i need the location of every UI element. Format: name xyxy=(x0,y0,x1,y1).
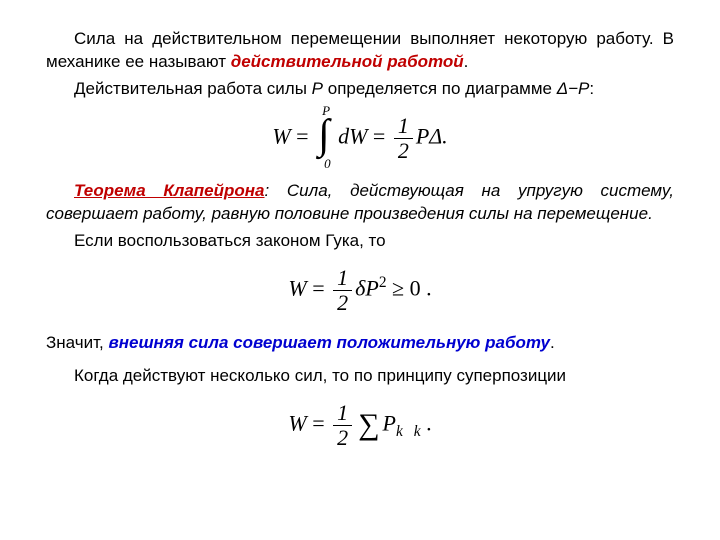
f2-tail: ≥ 0 . xyxy=(387,275,432,300)
f2-num: 1 xyxy=(333,267,352,291)
f1-tail: PΔ. xyxy=(416,123,448,148)
integral-icon: ∫ P 0 xyxy=(318,116,336,160)
formula-3: W = 1 2 ∑Pk k . xyxy=(46,402,674,449)
p5-a: Значит, xyxy=(46,333,108,352)
f2-frac: 1 2 xyxy=(333,267,352,314)
f2-W: W xyxy=(288,275,306,300)
f3-P: P xyxy=(383,410,396,435)
p2-a: Действительная работа силы xyxy=(74,79,312,98)
f3-k2: k xyxy=(414,422,421,439)
summation-icon: ∑ xyxy=(358,410,379,440)
p2-b: определяется по диаграмме xyxy=(323,79,557,98)
f1-int-upper: P xyxy=(322,102,330,120)
p2-P: P xyxy=(312,79,323,98)
paragraph-5: Значит, внешняя сила совершает положител… xyxy=(46,332,674,355)
f2-delta: δ xyxy=(355,275,365,300)
f1-dW: dW xyxy=(338,123,367,148)
paragraph-4: Если воспользоваться законом Гука, то xyxy=(46,230,674,253)
p1-emph: действительной работой xyxy=(231,52,464,71)
f1-eq2: = xyxy=(367,123,390,148)
paragraph-6: Когда действуют несколько сил, то по при… xyxy=(46,365,674,388)
p1-text-c: . xyxy=(464,52,469,71)
f1-int-lower: 0 xyxy=(324,155,331,173)
f1-den: 2 xyxy=(394,139,413,162)
paragraph-3: Теорема Клапейрона: Сила, действующая на… xyxy=(46,180,674,226)
p5-c: . xyxy=(550,333,555,352)
p2-dp: Δ−P xyxy=(557,79,590,98)
f3-k1: k xyxy=(396,422,403,439)
f3-W: W xyxy=(288,410,306,435)
p2-c: : xyxy=(589,79,594,98)
f3-den: 2 xyxy=(333,426,352,449)
f3-frac: 1 2 xyxy=(333,402,352,449)
f2-den: 2 xyxy=(333,291,352,314)
p5-emph: внешняя сила совершает положительную раб… xyxy=(108,333,550,352)
p3-heading: Теорема Клапейрона xyxy=(74,181,265,200)
p6-text: Когда действуют несколько сил, то по при… xyxy=(74,366,566,385)
f3-dot: . xyxy=(421,410,432,435)
f3-eq: = xyxy=(307,410,330,435)
f1-num: 1 xyxy=(394,115,413,139)
f2-eq: = xyxy=(307,275,330,300)
formula-1: W = ∫ P 0 dW = 1 2 PΔ. xyxy=(46,115,674,162)
p4-text: Если воспользоваться законом Гука, то xyxy=(74,231,386,250)
paragraph-1: Сила на действительном перемещении выпол… xyxy=(46,28,674,74)
paragraph-2: Действительная работа силы P определяетс… xyxy=(46,78,674,101)
f1-frac: 1 2 xyxy=(394,115,413,162)
f1-W: W xyxy=(272,123,290,148)
f2-P: P xyxy=(365,275,378,300)
f3-num: 1 xyxy=(333,402,352,426)
f2-sq: 2 xyxy=(379,274,387,291)
document-page: Сила на действительном перемещении выпол… xyxy=(0,0,720,487)
formula-2: W = 1 2 δP2 ≥ 0 . xyxy=(46,267,674,314)
f1-eq: = xyxy=(291,123,314,148)
